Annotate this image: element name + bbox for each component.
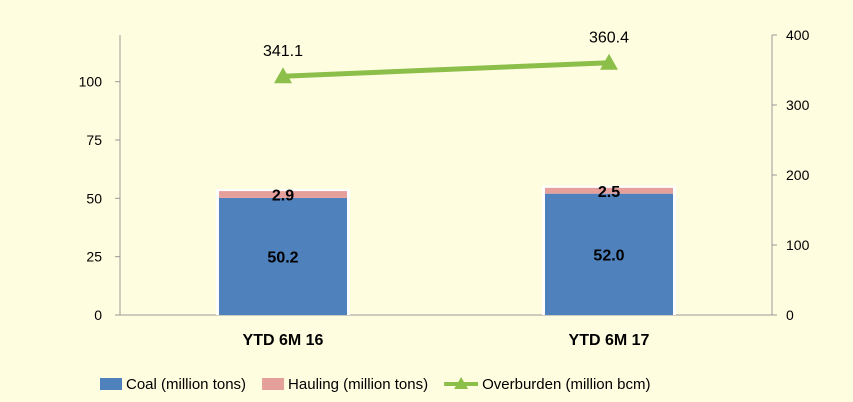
right-tick-label: 100 [786,237,810,253]
legend-swatch-coal-million-tons [100,378,122,390]
line-overburden-million-bcm [282,60,610,79]
category-label: YTD 6M 17 [569,332,650,349]
legend-swatch-hauling-million-tons [262,378,285,390]
line-point-marker [274,67,292,84]
data-label-coal-million-tons: 52.0 [593,247,624,264]
stacked-bars: 50.2 2.9 52.0 2.5 [216,184,676,315]
right-tick-label: 0 [786,307,794,323]
bar-coal-million-tons [545,193,673,315]
line-data-label: 341.1 [263,43,303,60]
data-label-coal-million-tons: 50.2 [267,249,298,266]
line-point-marker [600,53,618,70]
right-tick-label: 300 [786,97,810,113]
left-tick-label: 0 [94,307,102,323]
overburden-line-series: 341.1 360.4 [263,30,629,84]
category-labels: YTD 6M 16 YTD 6M 17 [243,332,650,349]
line-data-label: 360.4 [589,30,629,47]
left-tick-label: 100 [79,74,103,90]
legend-label: Coal (million tons) [126,376,246,393]
left-tick-label: 75 [86,132,102,148]
left-tick-label: 25 [86,249,102,265]
legend: Coal (million tons) Hauling (million tons… [100,376,651,393]
right-tick-label: 400 [786,27,810,43]
right-tick-label: 200 [786,167,810,183]
left-tick-label: 50 [86,190,102,206]
data-label-hauling-million-tons: 2.5 [598,184,620,201]
legend-label: Hauling (million tons) [288,376,428,393]
bar-coal-million-tons [219,197,347,315]
right-axis-ticks: 0 100 200 300 400 [772,27,810,323]
category-label: YTD 6M 16 [243,332,324,349]
bar-hauling-million-tons [545,187,673,194]
legend-swatch-marker [454,377,469,389]
legend-label: Overburden (million bcm) [482,376,650,393]
data-label-hauling-million-tons: 2.9 [272,187,294,204]
left-axis-ticks: 0 25 50 75 100 [79,74,120,323]
bar-hauling-million-tons [219,191,347,198]
